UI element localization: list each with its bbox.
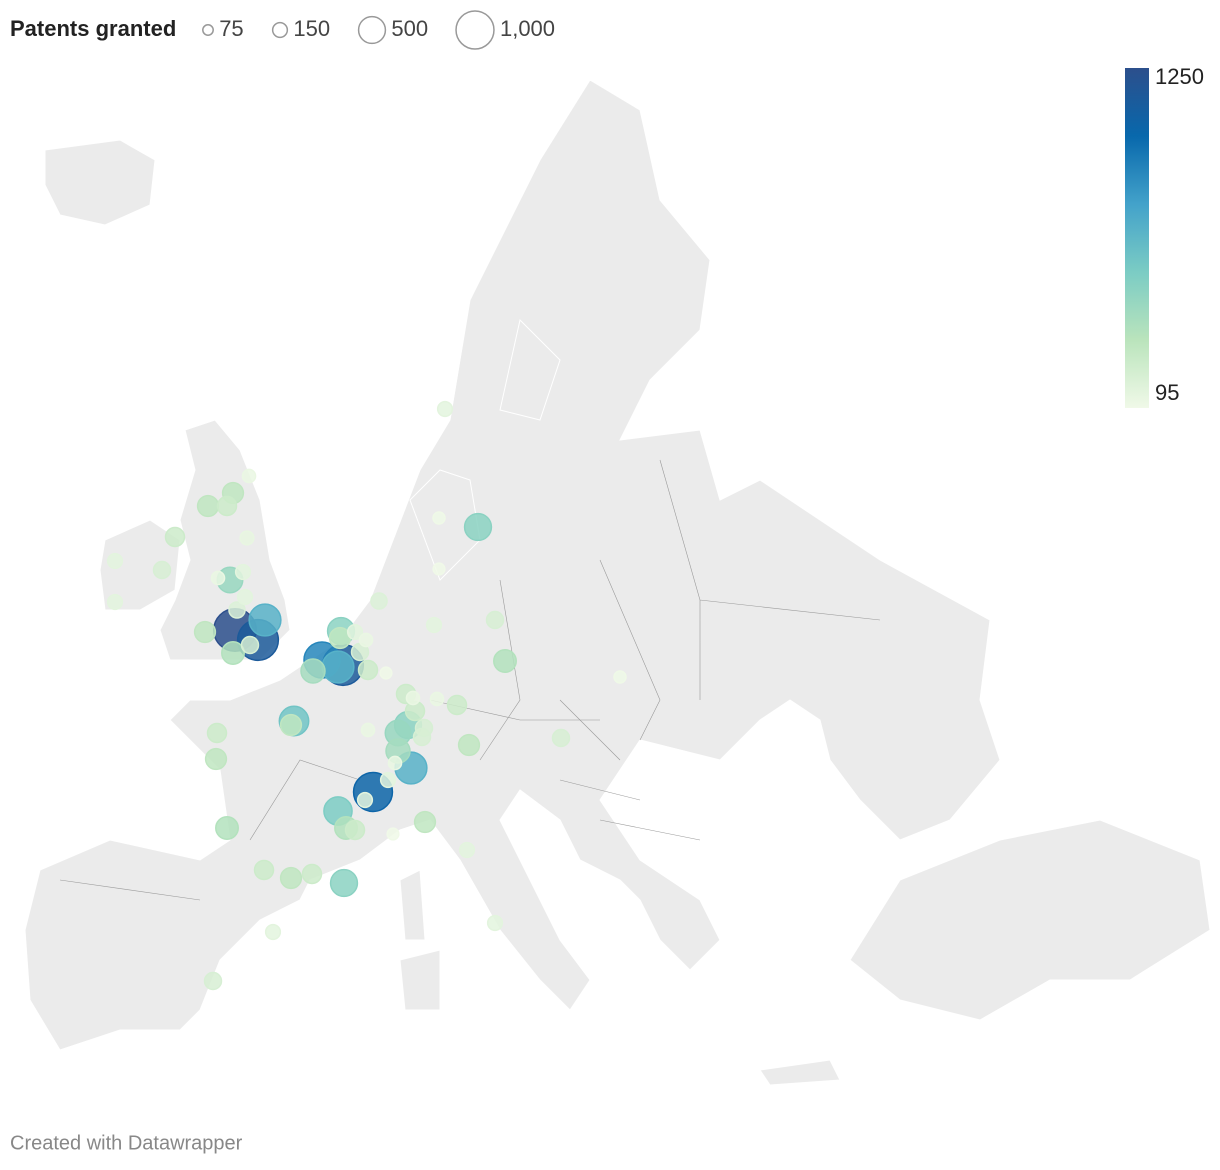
bubble (216, 495, 238, 517)
basemap (24, 79, 1211, 1086)
bubble (425, 616, 443, 634)
bubble (344, 819, 366, 841)
bubble (248, 603, 282, 637)
bubble (429, 691, 445, 707)
bubble (379, 666, 393, 680)
scale-min-label: 95 (1155, 380, 1179, 405)
bubble (210, 570, 226, 586)
bubble (436, 400, 454, 418)
bubble (152, 560, 172, 580)
bubble (239, 530, 255, 546)
legend-size-circle (455, 10, 495, 50)
bubble (457, 733, 481, 757)
bubble (446, 694, 468, 716)
bubble (241, 468, 257, 484)
bubble (463, 512, 493, 542)
bubble (106, 552, 124, 570)
bubble (215, 816, 239, 840)
bubble (300, 658, 326, 684)
bubble (486, 914, 504, 932)
bubble (405, 690, 421, 706)
bubble (432, 511, 446, 525)
bubble (301, 863, 323, 885)
bubble (264, 923, 282, 941)
legend-size-label: 150 (293, 16, 330, 41)
legend-size-circle (202, 24, 214, 36)
legend-size-circle (357, 15, 387, 45)
bubble (360, 722, 376, 738)
bubble (279, 713, 303, 737)
bubble (164, 526, 186, 548)
bubble (203, 971, 223, 991)
legend-size-circle (271, 21, 289, 39)
scale-max-label: 1250 (1155, 64, 1204, 89)
bubble (432, 562, 446, 576)
bubble (379, 771, 397, 789)
bubble (221, 641, 245, 665)
bubble (370, 592, 388, 610)
color-scale: 1250 95 (1125, 64, 1204, 408)
bubble (413, 810, 437, 834)
bubble (493, 649, 517, 673)
bubble-layer (106, 400, 627, 991)
footer: Created with Datawrapper (10, 1132, 243, 1154)
legend-title: Patents granted (10, 16, 176, 41)
bubble (204, 747, 228, 771)
bubble (228, 601, 246, 619)
bubble (279, 866, 303, 890)
bubble (387, 755, 403, 771)
bubble (485, 610, 505, 630)
bubble (106, 593, 124, 611)
legend-size-label: 500 (391, 16, 428, 41)
bubble (321, 650, 355, 684)
bubble (193, 620, 217, 644)
bubble (329, 868, 359, 898)
bubble (412, 727, 432, 747)
bubble (356, 791, 374, 809)
legend-size-label: 75 (219, 16, 243, 41)
bubble (458, 841, 476, 859)
bubble (386, 827, 400, 841)
bubble (240, 635, 260, 655)
bubble (196, 494, 220, 518)
bubble (613, 670, 627, 684)
bubble (346, 623, 364, 641)
legend-size-label: 1,000 (500, 16, 555, 41)
bubble (236, 588, 254, 606)
bubble (551, 728, 571, 748)
legend: Patents granted 75 150 500 1,000 (10, 10, 555, 50)
bubble (358, 632, 374, 648)
bubble (206, 722, 228, 744)
bubble (253, 859, 275, 881)
bubble (357, 659, 379, 681)
color-bar (1125, 68, 1149, 408)
bubble (234, 563, 252, 581)
